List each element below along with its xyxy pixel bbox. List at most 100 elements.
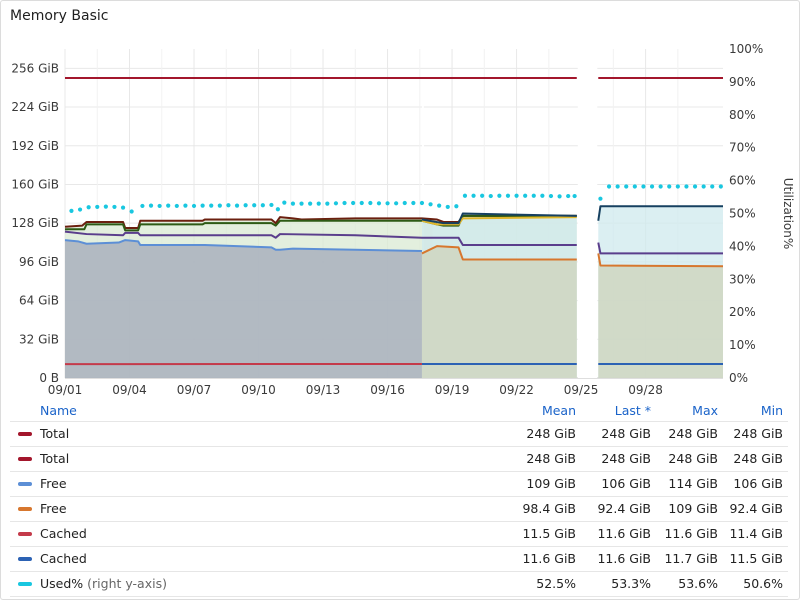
used-percent-point bbox=[428, 202, 433, 207]
legend-max-value: 11.6 GiB bbox=[664, 526, 718, 541]
y-right-tick-label: 10% bbox=[729, 338, 756, 352]
used-percent-point bbox=[658, 184, 663, 189]
used-percent-point bbox=[157, 203, 162, 209]
legend-max-value: 53.6% bbox=[678, 576, 718, 591]
legend-series-name[interactable]: Total bbox=[40, 422, 69, 446]
used-percent-point bbox=[103, 204, 108, 209]
legend-series-name[interactable]: Free bbox=[40, 472, 67, 496]
legend-row[interactable]: Free 98.4 GiB 92.4 GiB 109 GiB 92.4 GiB bbox=[10, 496, 788, 521]
y-axis-left: 0 B 32 GiB 64 GiB 96 GiB 128 GiB 160 GiB 192 G… bbox=[11, 61, 59, 385]
legend-swatch bbox=[18, 507, 32, 511]
y-left-tick-label: 192 GiB bbox=[11, 139, 59, 153]
legend-row[interactable]: Free 109 GiB 106 GiB 114 GiB 106 GiB bbox=[10, 471, 788, 496]
y-right-axis-label: Utilization% bbox=[781, 178, 795, 250]
legend-series-note: (right y-axis) bbox=[83, 576, 167, 591]
used-percent-point bbox=[269, 202, 274, 208]
used-percent-point bbox=[437, 203, 442, 208]
area-fill-free bbox=[65, 240, 422, 378]
used-percent-point bbox=[260, 203, 265, 208]
y-left-tick-label: 0 B bbox=[39, 371, 59, 385]
legend-mean-value: 52.5% bbox=[536, 576, 576, 591]
used-percent-point bbox=[632, 184, 637, 189]
y-left-tick-label: 160 GiB bbox=[11, 177, 59, 191]
legend-header-min[interactable]: Min bbox=[760, 403, 783, 418]
legend-max-value: 248 GiB bbox=[668, 426, 718, 441]
used-percent-point bbox=[615, 184, 620, 189]
memory-chart[interactable]: 0 B 32 GiB 64 GiB 96 GiB 128 GiB 160 GiB 192 G… bbox=[1, 1, 799, 401]
used-percent-point bbox=[183, 203, 188, 208]
legend-mean-value: 98.4 GiB bbox=[522, 501, 576, 516]
y-right-tick-label: 60% bbox=[729, 174, 756, 188]
legend-row[interactable]: Cached 11.5 GiB 11.6 GiB 11.6 GiB 11.4 GiB bbox=[10, 521, 788, 546]
legend-series-name[interactable]: Cached bbox=[40, 522, 87, 546]
used-percent-point bbox=[191, 203, 197, 209]
legend-last-value: 11.6 GiB bbox=[597, 526, 651, 541]
legend-last-value: 248 GiB bbox=[601, 451, 651, 466]
y-left-tick-label: 256 GiB bbox=[11, 61, 59, 75]
legend-header-name[interactable]: Name bbox=[40, 403, 77, 418]
used-percent-point bbox=[148, 203, 154, 208]
legend-series-label: Total bbox=[40, 426, 70, 441]
legend-header-max[interactable]: Max bbox=[692, 403, 718, 418]
x-tick-label: 09/19 bbox=[435, 383, 470, 397]
legend-table: Name Mean Last * Max Min Total 248 GiB 248… bbox=[10, 401, 788, 597]
used-percent-point bbox=[624, 184, 629, 189]
used-percent-point bbox=[394, 201, 399, 206]
legend-max-value: 11.7 GiB bbox=[664, 551, 718, 566]
legend-series-name[interactable]: Used% (right y-axis) bbox=[40, 572, 167, 596]
used-percent-point bbox=[606, 184, 612, 189]
used-percent-point bbox=[333, 201, 339, 206]
panel-title[interactable]: Memory Basic bbox=[10, 8, 109, 24]
legend-last-value: 106 GiB bbox=[601, 476, 651, 491]
used-percent-point bbox=[675, 184, 680, 189]
x-tick-label: 09/22 bbox=[499, 383, 534, 397]
legend-min-value: 11.5 GiB bbox=[729, 551, 783, 566]
used-percent-point bbox=[462, 193, 468, 198]
used-percent-point bbox=[692, 184, 698, 189]
used-percent-point bbox=[217, 203, 222, 208]
series-line bbox=[421, 245, 724, 268]
legend-mean-value: 248 GiB bbox=[526, 451, 576, 466]
legend-last-value: 53.3% bbox=[611, 576, 651, 591]
legend-series-name[interactable]: Cached bbox=[40, 547, 87, 571]
legend-row[interactable]: Used% (right y-axis) 52.5% 53.3% 53.6% 50.6% bbox=[10, 571, 788, 597]
y-left-tick-label: 128 GiB bbox=[11, 216, 59, 230]
legend-series-name[interactable]: Total bbox=[40, 447, 69, 471]
x-axis: 09/01 09/04 09/07 09/10 09/13 09/16 09/19 09/22… bbox=[48, 383, 663, 397]
series-line bbox=[64, 230, 723, 255]
legend-series-name[interactable]: Free bbox=[40, 497, 67, 521]
legend-mean-value: 109 GiB bbox=[526, 476, 576, 491]
legend-swatch bbox=[18, 432, 32, 436]
used-percent-point bbox=[325, 201, 330, 206]
legend-header-last[interactable]: Last * bbox=[614, 403, 651, 418]
legend-row[interactable]: Total 248 GiB 248 GiB 248 GiB 248 GiB bbox=[10, 421, 788, 446]
series-lines bbox=[64, 77, 724, 366]
legend-mean-value: 11.6 GiB bbox=[522, 551, 576, 566]
used-percent-point bbox=[368, 200, 373, 206]
legend-max-value: 248 GiB bbox=[668, 451, 718, 466]
legend-min-value: 106 GiB bbox=[733, 476, 783, 491]
used-percent-point bbox=[209, 203, 214, 208]
used-percent-point bbox=[290, 201, 296, 206]
legend-row[interactable]: Cached 11.6 GiB 11.6 GiB 11.7 GiB 11.5 GiB bbox=[10, 546, 788, 571]
used-percent-point bbox=[649, 184, 655, 189]
legend-min-value: 248 GiB bbox=[733, 426, 783, 441]
used-percent-point bbox=[385, 201, 390, 206]
used-percent-point bbox=[523, 193, 528, 198]
used-percent-point bbox=[667, 184, 672, 189]
used-percent-point bbox=[86, 205, 91, 210]
legend-min-value: 92.4 GiB bbox=[729, 501, 783, 516]
used-percent-point bbox=[308, 201, 313, 206]
legend-header-mean[interactable]: Mean bbox=[541, 403, 576, 418]
used-percent-point bbox=[411, 200, 416, 206]
used-percent-point bbox=[566, 193, 571, 199]
used-percent-point bbox=[598, 196, 603, 201]
legend-row[interactable]: Total 248 GiB 248 GiB 248 GiB 248 GiB bbox=[10, 446, 788, 471]
x-tick-label: 09/10 bbox=[241, 383, 276, 397]
used-percent-point bbox=[120, 205, 126, 210]
used-percent-point bbox=[351, 200, 356, 206]
legend-min-value: 11.4 GiB bbox=[729, 526, 783, 541]
used-percent-point bbox=[497, 193, 502, 198]
legend-mean-value: 11.5 GiB bbox=[522, 526, 576, 541]
